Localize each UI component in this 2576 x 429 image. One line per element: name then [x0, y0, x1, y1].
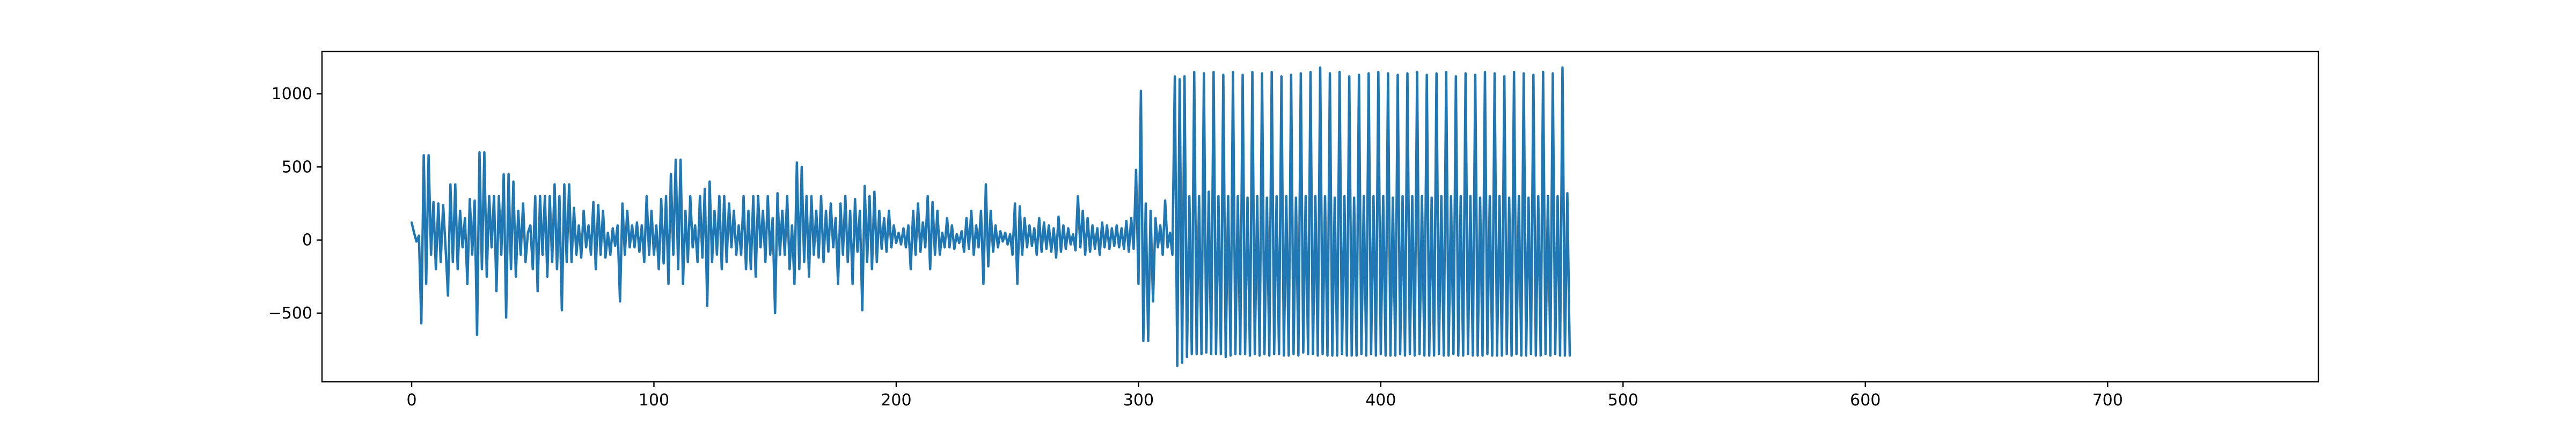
tick-layer: 0 100 200 300 400 500 600 700 −500 0 500 1000: [268, 85, 2123, 410]
y-tick-label: 500: [282, 158, 312, 176]
x-tick-label: 500: [1608, 391, 1638, 410]
axes-frame: [321, 50, 2319, 383]
x-tick-label: 400: [1365, 391, 1396, 410]
series-line-0: [410, 66, 1571, 367]
x-tick-label: 700: [2092, 391, 2123, 410]
x-tick-label: 0: [406, 391, 416, 410]
y-tick-label: 1000: [272, 85, 312, 103]
x-tick-label: 300: [1123, 391, 1154, 410]
y-tick-label: −500: [268, 304, 312, 323]
x-tick-label: 200: [881, 391, 911, 410]
x-tick-label: 100: [639, 391, 669, 410]
y-tick-label: 0: [302, 231, 312, 250]
x-tick-label: 600: [1850, 391, 1880, 410]
series-layer: [410, 66, 1571, 367]
